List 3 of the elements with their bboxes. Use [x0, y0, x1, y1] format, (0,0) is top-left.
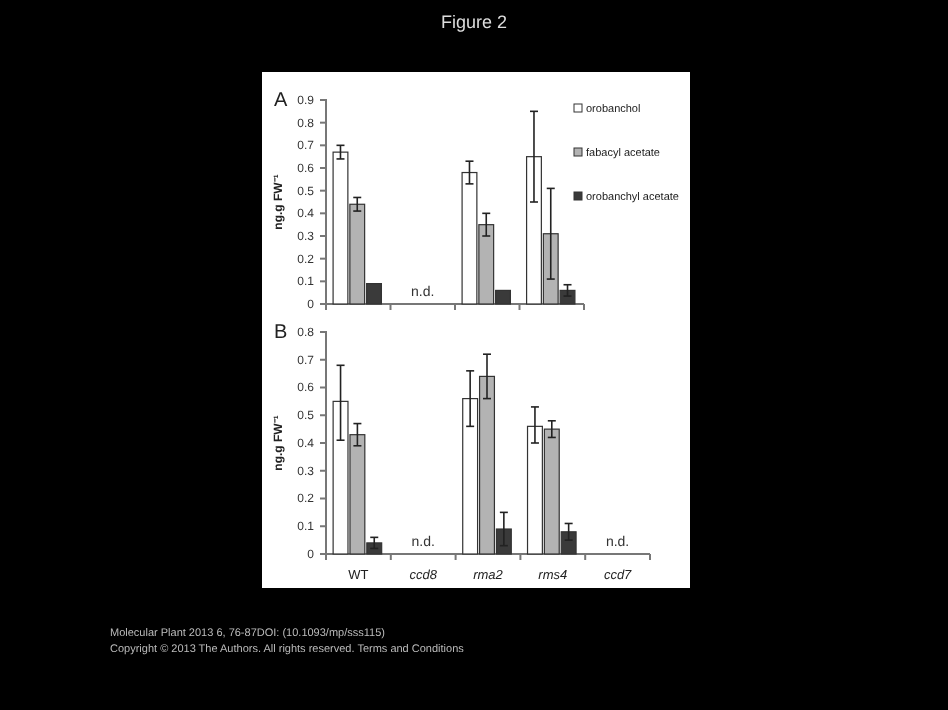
chart-subtitle: B [274, 322, 288, 344]
chart-subtitle: A [274, 90, 288, 112]
chart-title: Figure 2 [440, 12, 508, 32]
